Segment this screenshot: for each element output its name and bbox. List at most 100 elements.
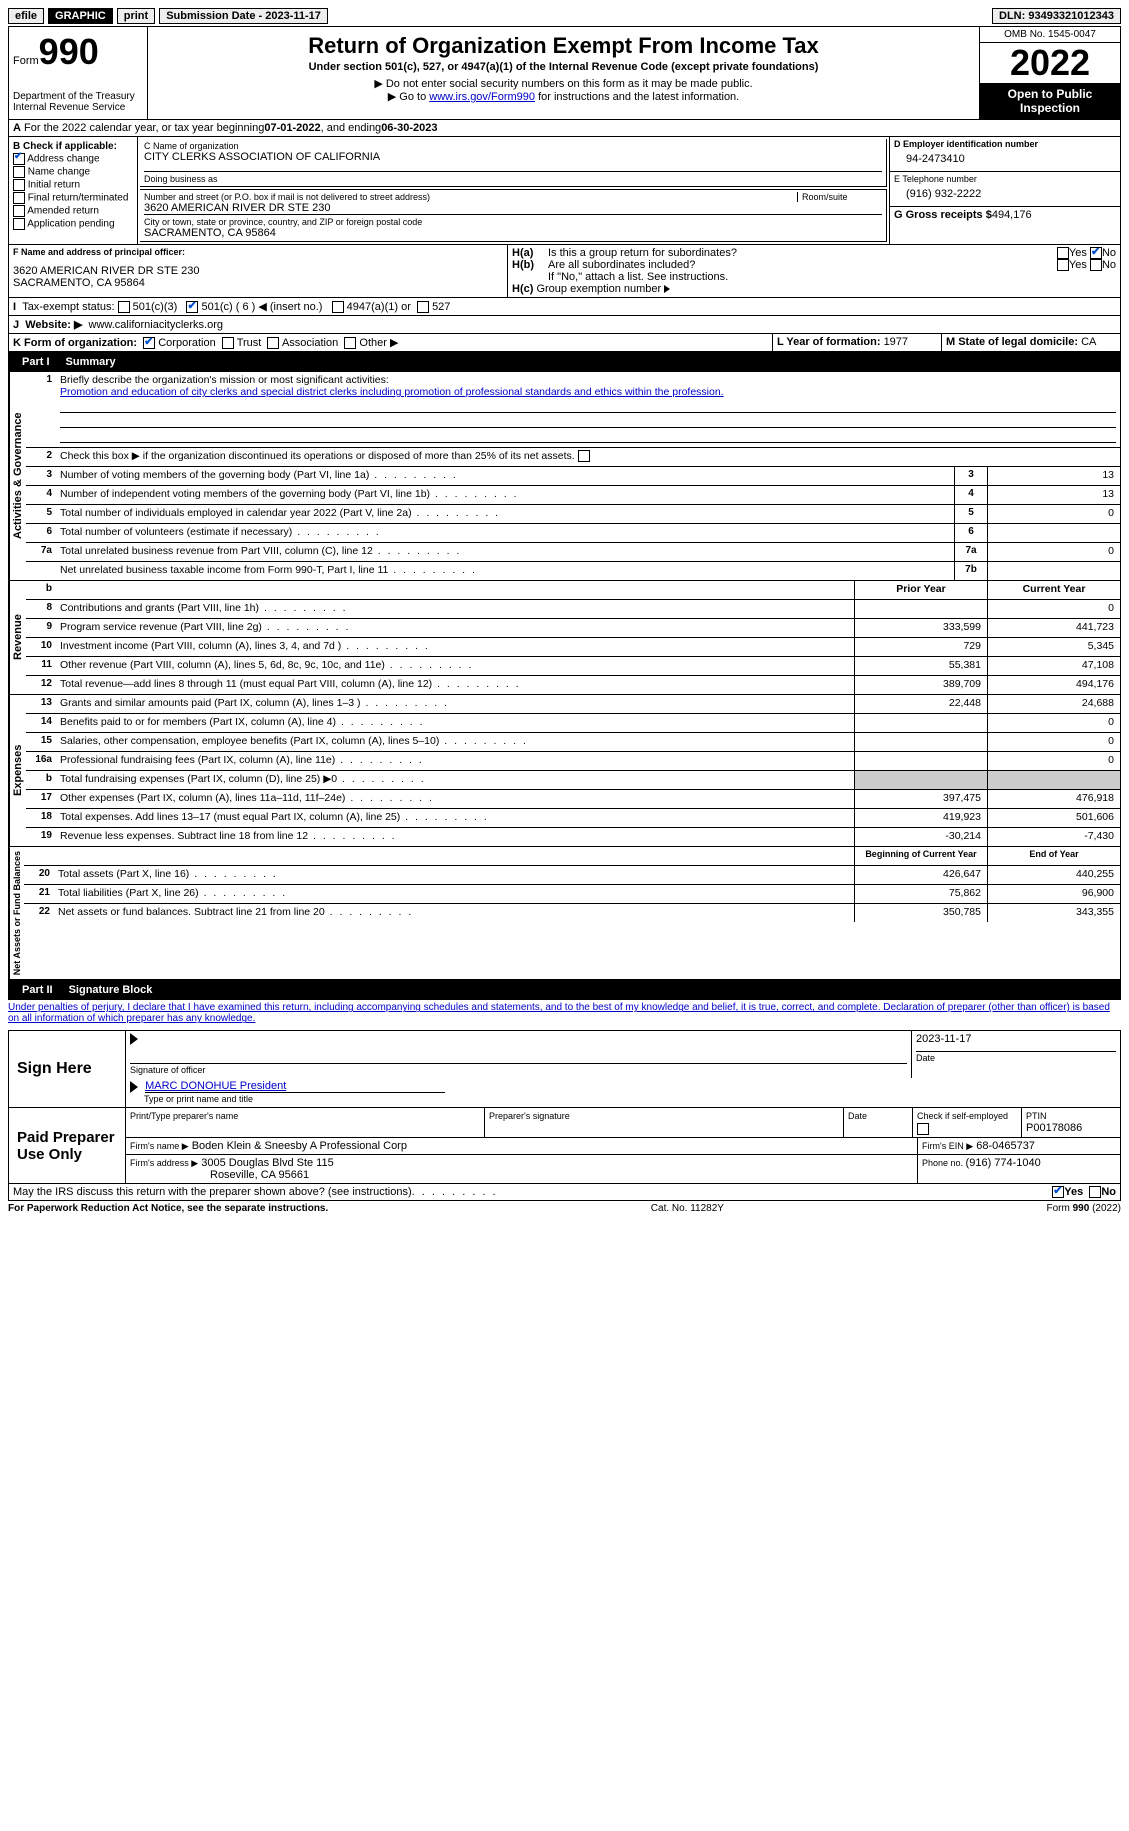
no-label: No	[1101, 1186, 1116, 1198]
form-header: Form990 Department of the Treasury Inter…	[8, 26, 1121, 120]
firm-addr1: 3005 Douglas Blvd Ste 115	[201, 1157, 334, 1169]
form-word: Form	[13, 55, 39, 67]
firm-name-label: Firm's name ▶	[130, 1141, 189, 1151]
line-num: 22	[24, 904, 54, 922]
line-num: 16a	[26, 752, 56, 770]
check-address-change[interactable]: Address change	[13, 153, 133, 165]
line-label: Grants and similar amounts paid (Part IX…	[56, 695, 854, 713]
line-a: A For the 2022 calendar year, or tax yea…	[8, 120, 1121, 137]
efile-label: efile	[8, 8, 44, 24]
col-prior: Prior Year	[854, 581, 987, 599]
corp-checkbox[interactable]	[143, 337, 155, 349]
room-label: Room/suite	[797, 192, 882, 202]
discuss-no-checkbox[interactable]	[1089, 1186, 1101, 1198]
line-num: 7a	[26, 543, 56, 561]
check-application[interactable]: Application pending	[13, 218, 133, 230]
hb-no-checkbox[interactable]	[1090, 259, 1102, 271]
gross-receipts-label: G Gross receipts $	[894, 209, 992, 221]
check-final-return[interactable]: Final return/terminated	[13, 192, 133, 204]
check-initial-return[interactable]: Initial return	[13, 179, 133, 191]
check-label: Name change	[28, 167, 90, 178]
officer-addr2: SACRAMENTO, CA 95864	[13, 277, 503, 289]
q2-checkbox[interactable]	[578, 450, 590, 462]
line-value	[987, 524, 1120, 542]
line-num: 3	[26, 467, 56, 485]
other-checkbox[interactable]	[344, 337, 356, 349]
check-label: Final return/terminated	[28, 193, 129, 204]
date-label: Date	[916, 1053, 935, 1063]
current-value: 343,355	[987, 904, 1120, 922]
line-label: Net unrelated business taxable income fr…	[56, 562, 954, 580]
discuss-yes-checkbox[interactable]	[1052, 1186, 1064, 1198]
line-label: Total fundraising expenses (Part IX, col…	[56, 771, 854, 789]
line-num: 4	[26, 486, 56, 504]
discuss-row: May the IRS discuss this return with the…	[8, 1184, 1121, 1201]
check-name-change[interactable]: Name change	[13, 166, 133, 178]
current-value: 96,900	[987, 885, 1120, 903]
opt-527: 527	[432, 301, 450, 313]
mission-label: Briefly describe the organization's miss…	[60, 374, 389, 386]
col-end: End of Year	[987, 847, 1120, 865]
note-ssn: ▶ Do not enter social security numbers o…	[152, 77, 975, 90]
line-label: Revenue less expenses. Subtract line 18 …	[56, 828, 854, 846]
4947-checkbox[interactable]	[332, 301, 344, 313]
prior-value: 22,448	[854, 695, 987, 713]
hb-note: If "No," attach a list. See instructions…	[512, 271, 1116, 283]
vert-revenue: Revenue	[9, 581, 26, 694]
prior-value: -30,214	[854, 828, 987, 846]
line-value	[987, 562, 1120, 580]
prior-value: 350,785	[854, 904, 987, 922]
assoc-checkbox[interactable]	[267, 337, 279, 349]
prior-value	[854, 714, 987, 732]
footer-cat: Cat. No. 11282Y	[651, 1203, 724, 1214]
vert-activities: Activities & Governance	[9, 372, 26, 580]
line-num: 17	[26, 790, 56, 808]
part2-header: Part II Signature Block	[8, 980, 1121, 1000]
footer-right: Form 990 (2022)	[1047, 1203, 1121, 1214]
line-label: Contributions and grants (Part VIII, lin…	[56, 600, 854, 618]
line-klm: K Form of organization: Corporation Trus…	[8, 334, 1121, 352]
org-address: 3620 AMERICAN RIVER DR STE 230	[144, 202, 882, 214]
current-value	[987, 771, 1120, 789]
current-value: 440,255	[987, 866, 1120, 884]
501c-checkbox[interactable]	[186, 301, 198, 313]
current-value: 476,918	[987, 790, 1120, 808]
current-value: -7,430	[987, 828, 1120, 846]
year-formation: 1977	[884, 336, 908, 348]
checkbox-icon	[13, 153, 25, 165]
current-value: 24,688	[987, 695, 1120, 713]
current-value: 494,176	[987, 676, 1120, 694]
city-label: City or town, state or province, country…	[144, 214, 882, 227]
checkbox-icon	[13, 192, 25, 204]
yes-label: Yes	[1064, 1186, 1083, 1198]
footer: For Paperwork Reduction Act Notice, see …	[8, 1201, 1121, 1214]
527-checkbox[interactable]	[417, 301, 429, 313]
form-title: Return of Organization Exempt From Incom…	[152, 33, 975, 59]
firm-name: Boden Klein & Sneesby A Professional Cor…	[192, 1140, 407, 1152]
check-amended[interactable]: Amended return	[13, 205, 133, 217]
topbar: efile GRAPHIC print Submission Date - 20…	[8, 8, 1121, 24]
prior-value: 333,599	[854, 619, 987, 637]
checkbox-icon	[13, 166, 25, 178]
ha-yes-checkbox[interactable]	[1057, 247, 1069, 259]
prior-value: 389,709	[854, 676, 987, 694]
current-value: 0	[987, 714, 1120, 732]
section-fh: F Name and address of principal officer:…	[8, 245, 1121, 298]
line-box: 6	[954, 524, 987, 542]
print-button[interactable]: print	[117, 8, 155, 24]
line-num: 21	[24, 885, 54, 903]
irs-link[interactable]: www.irs.gov/Form990	[429, 91, 535, 103]
prior-value: 55,381	[854, 657, 987, 675]
sig-date: 2023-11-17	[916, 1033, 1116, 1052]
mission-text[interactable]: Promotion and education of city clerks a…	[60, 386, 724, 398]
501c3-checkbox[interactable]	[118, 301, 130, 313]
ha-no-checkbox[interactable]	[1090, 247, 1102, 259]
firm-addr2: Roseville, CA 95661	[210, 1169, 309, 1181]
line-box: 7a	[954, 543, 987, 561]
self-employed-checkbox[interactable]	[917, 1123, 929, 1135]
section-b: B Check if applicable: Address change Na…	[9, 137, 138, 244]
yes-label: Yes	[1069, 247, 1087, 259]
trust-checkbox[interactable]	[222, 337, 234, 349]
hb-yes-checkbox[interactable]	[1057, 259, 1069, 271]
date-label2: Date	[848, 1111, 867, 1121]
